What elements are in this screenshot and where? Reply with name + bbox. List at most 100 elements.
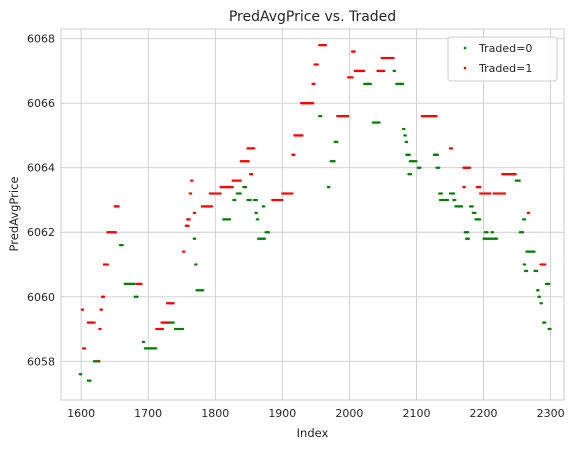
data-point [446,198,450,202]
data-point [544,263,547,266]
data-point [521,231,525,234]
data-point [189,192,193,195]
data-point [383,69,386,73]
data-point [474,211,477,215]
grid-lines [61,29,564,400]
data-point [324,43,328,47]
data-point [255,198,258,202]
data-point [249,198,252,202]
y-tick-label: 6062 [27,226,55,239]
data-point [419,166,422,169]
data-points [78,43,552,382]
data-point [351,76,354,79]
y-tick-label: 6058 [27,355,55,368]
x-tick-label: 2300 [537,407,565,420]
data-point [403,127,406,131]
data-point [187,224,190,227]
data-point [538,295,542,298]
data-point [81,308,85,311]
data-point [313,82,316,85]
data-point [100,308,104,311]
data-point [255,211,258,215]
data-point [291,192,294,195]
data-point [301,134,304,137]
data-point [195,263,198,266]
data-point [161,327,165,331]
legend-label-traded-0: Traded=0 [478,42,532,55]
data-point [191,179,194,182]
data-point [438,166,441,169]
data-point [133,282,136,286]
data-point [415,160,418,163]
chart-title: PredAvgPrice vs. Traded [229,9,396,25]
data-point [523,263,527,266]
data-point [460,205,464,208]
data-point [93,321,96,324]
data-point [333,160,336,163]
data-point [117,205,120,208]
data-point [471,205,474,208]
x-tick-label: 1800 [201,407,229,420]
data-point [114,231,118,234]
data-point [98,360,101,363]
data-point [188,218,191,221]
data-point [183,250,186,253]
data-point [369,82,372,85]
data-point [549,327,552,331]
data-point [267,231,271,234]
data-point [320,114,323,118]
y-tick-label: 6064 [27,162,55,175]
data-point [450,147,454,150]
x-tick-label: 2100 [402,407,430,420]
data-point [181,327,185,331]
data-point [244,185,248,189]
data-point [250,173,254,176]
data-point [121,244,124,247]
data-point [99,327,102,331]
data-point [102,295,106,298]
data-point [436,153,440,156]
data-point [536,269,539,273]
data-point [316,63,320,66]
data-point [514,173,517,176]
data-point [202,289,205,292]
data-point [79,373,83,376]
legend-marker-traded-1 [463,66,467,70]
data-point [540,302,544,305]
data-point [392,56,395,60]
data-point [408,153,411,156]
data-point [479,185,482,189]
legend: Traded=0 Traded=1 [447,36,558,82]
data-point [537,289,540,292]
x-tick-label: 1700 [134,407,162,420]
series-1 [80,43,547,363]
data-point [293,153,296,156]
data-point [346,114,350,118]
data-point [210,205,214,208]
x-tick-labels: 1600 1700 1800 1900 2000 2100 2200 2300 [67,407,564,420]
data-point [328,185,331,189]
data-point [228,218,232,221]
data-point [172,321,175,324]
data-point [393,69,397,73]
data-point [193,237,197,240]
data-point [136,295,139,298]
data-point [467,237,470,240]
data-point [463,185,466,189]
data-point [518,179,521,182]
data-point [491,231,495,234]
data-point [336,140,339,144]
legend-box [447,36,558,82]
x-axis-label: Index [297,426,329,440]
x-tick-label: 1900 [268,407,296,420]
data-point [378,121,381,124]
data-point [435,114,438,118]
y-tick-label: 6060 [27,291,55,304]
y-axis-label: PredAvgPrice [7,177,21,252]
plot-frame [60,28,565,401]
y-tick-labels: 6058 6060 6062 6064 6066 6068 [27,33,55,369]
data-point [155,347,158,350]
data-point [495,237,499,240]
data-point [263,205,266,208]
